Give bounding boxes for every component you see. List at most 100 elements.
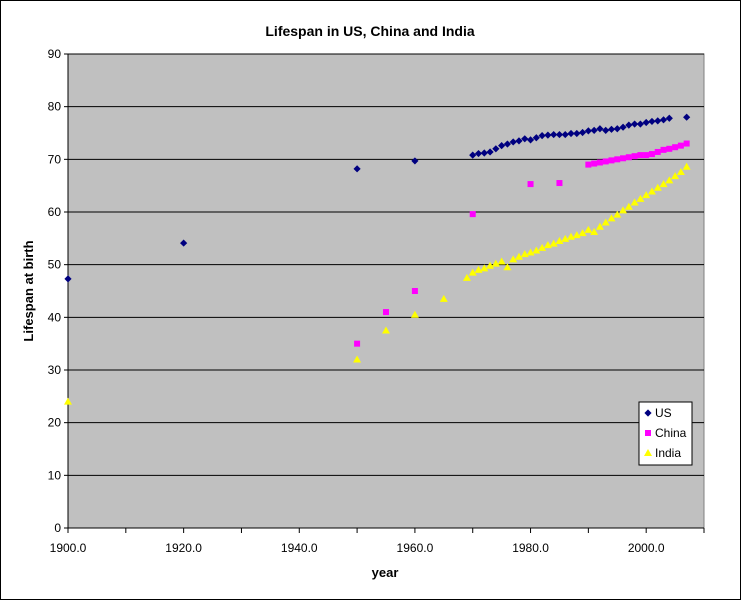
- data-point-china: [643, 152, 650, 159]
- data-point-india: [601, 218, 610, 226]
- data-point-india: [468, 268, 477, 276]
- data-point-india: [491, 259, 500, 267]
- y-tick-label: 90: [48, 47, 62, 61]
- data-point-us: [683, 113, 691, 121]
- data-point-india: [665, 176, 674, 184]
- data-point-china: [591, 160, 598, 167]
- y-tick-label: 80: [48, 100, 62, 114]
- x-tick-label: 1900.0: [50, 541, 87, 555]
- data-point-india: [682, 162, 691, 170]
- data-point-india: [676, 167, 685, 175]
- data-point-us: [619, 123, 627, 131]
- data-point-us: [607, 125, 616, 133]
- data-point-china: [469, 211, 476, 218]
- y-tick-label: 50: [48, 258, 62, 272]
- data-point-india: [642, 191, 651, 199]
- legend-item-us: US: [644, 406, 672, 420]
- data-point-china: [677, 142, 684, 149]
- data-point-china: [683, 140, 690, 147]
- data-point-india: [410, 310, 419, 318]
- data-point-us: [503, 140, 512, 148]
- data-point-india: [555, 236, 564, 244]
- legend-label-us: US: [655, 406, 672, 420]
- data-point-us: [526, 136, 535, 144]
- data-point-india: [480, 264, 489, 272]
- data-point-china: [596, 159, 603, 166]
- data-point-india: [549, 239, 558, 247]
- data-point-india: [439, 294, 448, 302]
- data-point-india: [353, 355, 362, 363]
- data-point-china: [654, 148, 661, 155]
- data-point-us: [578, 128, 587, 137]
- data-point-india: [636, 194, 645, 202]
- chart-title: Lifespan in US, China and India: [265, 23, 474, 39]
- data-point-us: [492, 145, 500, 153]
- data-point-us: [486, 148, 494, 156]
- data-point-india: [572, 231, 581, 239]
- data-point-us: [353, 165, 361, 173]
- data-point-us: [544, 131, 552, 139]
- data-point-us: [631, 120, 639, 128]
- x-tick-label: 1940.0: [281, 541, 318, 555]
- data-point-china: [637, 152, 644, 159]
- data-point-us: [659, 116, 668, 124]
- data-point-china: [556, 180, 563, 187]
- data-point-china: [666, 145, 673, 152]
- data-point-china: [620, 155, 627, 162]
- data-point-china: [648, 151, 655, 158]
- data-point-china: [631, 153, 638, 160]
- x-tick-label: 1920.0: [165, 541, 202, 555]
- data-point-us: [642, 118, 650, 127]
- data-point-us: [64, 275, 72, 283]
- data-point-india: [671, 172, 680, 180]
- y-tick-label: 70: [48, 152, 62, 166]
- data-point-us: [521, 135, 529, 143]
- data-point-china: [625, 154, 632, 161]
- data-point-us: [636, 120, 644, 128]
- data-point-india: [619, 206, 628, 214]
- data-points: [64, 113, 691, 405]
- y-tick-label: 40: [48, 310, 62, 324]
- y-tick-label: 30: [48, 363, 62, 377]
- data-point-us: [567, 129, 575, 138]
- x-tick-label: 2000.0: [628, 541, 665, 555]
- data-point-us: [509, 138, 517, 146]
- data-point-india: [64, 397, 72, 405]
- data-point-india: [647, 187, 656, 195]
- data-point-india: [630, 198, 639, 206]
- legend-item-china: China: [645, 426, 687, 440]
- data-point-us: [474, 149, 483, 158]
- data-point-us: [515, 137, 523, 145]
- data-point-china: [660, 146, 667, 153]
- series-us: [64, 113, 691, 283]
- data-point-us: [480, 149, 488, 157]
- series-china: [354, 140, 690, 347]
- data-point-us: [180, 239, 188, 247]
- data-point-india: [578, 229, 587, 237]
- data-point-us: [613, 125, 621, 133]
- data-point-india: [561, 234, 570, 242]
- y-tick-label: 10: [48, 468, 62, 482]
- y-axis-title: Lifespan at birth: [21, 240, 36, 341]
- data-point-india: [526, 248, 535, 256]
- legend-marker-china: [645, 430, 651, 436]
- data-point-us: [590, 126, 598, 134]
- y-tick-label: 0: [54, 521, 61, 535]
- data-point-us: [538, 132, 546, 140]
- series-india: [64, 162, 691, 405]
- data-point-us: [596, 125, 604, 133]
- tick-labels: 0 10 20 30 40 50 60 70 80 90 1900.0 1920.0 1940.0 196…: [48, 47, 665, 555]
- data-point-india: [514, 252, 523, 260]
- data-point-us: [665, 114, 673, 122]
- data-point-china: [602, 158, 609, 165]
- legend-label-india: India: [655, 446, 681, 460]
- y-tick-label: 20: [48, 416, 62, 430]
- x-tick-label: 1960.0: [397, 541, 434, 555]
- axes: [64, 53, 705, 533]
- data-point-us: [498, 142, 506, 150]
- data-point-india: [590, 228, 599, 236]
- data-point-us: [584, 127, 592, 135]
- data-point-india: [659, 180, 668, 188]
- data-point-china: [608, 157, 615, 164]
- data-point-india: [538, 243, 547, 251]
